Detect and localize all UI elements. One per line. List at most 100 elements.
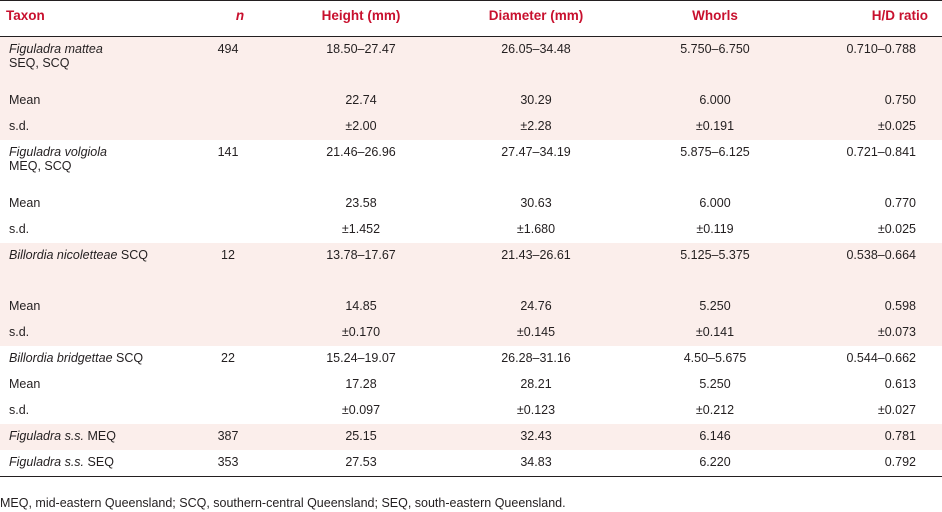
whorls-cell: ±0.212: [695, 402, 735, 417]
hd-cell: 0.710–0.788: [800, 36, 942, 88]
taxon-cell: Billordia nicoletteae SCQ: [0, 242, 200, 294]
taxon-region: MEQ: [87, 428, 116, 443]
hd-cell: 0.750: [800, 87, 942, 114]
taxon-region: SEQ: [87, 454, 114, 469]
whorls-cell: 5.750–6.750: [630, 36, 800, 88]
measurements-table: Taxon n Height (mm) Diameter (mm) Whorls…: [0, 0, 942, 477]
hd-cell: 0.598: [800, 293, 942, 320]
taxon-cell: Figuladra s.s. SEQ: [0, 449, 200, 477]
hd-cell: 0.544–0.662: [846, 350, 916, 365]
n-cell: [200, 87, 280, 114]
height-cell: ±0.097: [341, 402, 381, 417]
diameter-cell: 26.05–34.48: [442, 36, 630, 88]
taxon-name: Billordia nicoletteae: [9, 247, 118, 262]
height-cell: 13.78–17.67: [280, 242, 442, 294]
table-row: Mean 22.74 30.29 6.000 0.750: [0, 87, 942, 114]
table-row: Mean 14.85 24.76 5.250 0.598: [0, 293, 942, 320]
taxon-cell: Billordia bridgettae SCQ: [0, 346, 200, 372]
whorls-cell: 5.125–5.375: [630, 242, 800, 294]
stat-label: Mean: [0, 87, 200, 114]
hd-cell: 0.792: [800, 449, 942, 477]
table-row: Billordia bridgettae SCQ 22 15.24–19.07 …: [0, 346, 942, 372]
n-cell: [200, 217, 280, 243]
diameter-cell: 30.29: [442, 87, 630, 114]
height-cell: 17.28: [345, 376, 377, 391]
diameter-cell: 34.83: [442, 449, 630, 477]
n-cell: [200, 293, 280, 320]
table-row: Figuladra mattea SEQ, SCQ 494 18.50–27.47…: [0, 36, 942, 88]
height-cell: 15.24–19.07: [326, 350, 396, 365]
table-row: s.d. ±1.452 ±1.680 ±0.119 ±0.025: [0, 217, 942, 243]
n-cell: 387: [200, 423, 280, 450]
taxon-region: SEQ, SCQ: [9, 56, 70, 70]
header-height: Height (mm): [280, 0, 442, 37]
whorls-cell: ±0.191: [630, 113, 800, 140]
height-cell: 27.53: [280, 449, 442, 477]
taxon-name: Figuladra s.s.: [9, 428, 85, 443]
table-row: s.d. ±2.00 ±2.28 ±0.191 ±0.025: [0, 113, 942, 140]
stat-label: s.d.: [0, 319, 200, 346]
n-cell: 12: [200, 242, 280, 294]
diameter-cell: 28.21: [520, 376, 552, 391]
header-taxon: Taxon: [0, 0, 200, 37]
height-cell: 25.15: [280, 423, 442, 450]
n-cell: [200, 319, 280, 346]
taxon-cell: Figuladra mattea SEQ, SCQ: [0, 36, 200, 88]
table-row: Figuladra s.s. MEQ 387 25.15 32.43 6.146…: [0, 423, 942, 450]
whorls-cell: ±0.141: [630, 319, 800, 346]
hd-cell: ±0.025: [877, 221, 916, 236]
diameter-cell: 24.76: [442, 293, 630, 320]
height-cell: ±1.452: [341, 221, 381, 236]
whorls-cell: 6.000: [630, 87, 800, 114]
diameter-cell: 21.43–26.61: [442, 242, 630, 294]
height-cell: 21.46–26.96: [326, 144, 396, 159]
diameter-cell: ±0.123: [516, 402, 556, 417]
taxon-name: Figuladra volgiola: [9, 144, 107, 159]
height-cell: 22.74: [280, 87, 442, 114]
n-cell: 22: [221, 350, 235, 365]
table-row: Mean 17.28 28.21 5.250 0.613: [0, 372, 942, 398]
hd-cell: ±0.027: [877, 402, 916, 417]
taxon-cell: Figuladra s.s. MEQ: [0, 423, 200, 450]
table-row: Figuladra s.s. SEQ 353 27.53 34.83 6.220…: [0, 449, 942, 477]
header-diameter: Diameter (mm): [442, 0, 630, 37]
table-row: s.d. ±0.097 ±0.123 ±0.212 ±0.027: [0, 398, 942, 424]
n-cell: [200, 372, 280, 398]
diameter-cell: ±0.145: [442, 319, 630, 346]
stat-label: Mean: [9, 376, 41, 391]
height-cell: 18.50–27.47: [280, 36, 442, 88]
whorls-cell: 6.220: [630, 449, 800, 477]
n-cell: [200, 113, 280, 140]
stat-label: Mean: [0, 293, 200, 320]
taxon-cell: Figuladra volgiola MEQ, SCQ: [0, 140, 200, 191]
hd-cell: 0.613: [884, 376, 916, 391]
taxon-region: MEQ, SCQ: [9, 158, 72, 173]
header-hd-ratio: H/D ratio: [800, 0, 942, 37]
n-cell: 353: [200, 449, 280, 477]
diameter-cell: 26.28–31.16: [501, 350, 571, 365]
whorls-cell: 5.875–6.125: [680, 144, 750, 159]
hd-cell: 0.721–0.841: [846, 144, 916, 159]
whorls-cell: 4.50–5.675: [683, 350, 747, 365]
height-cell: 23.58: [345, 195, 377, 210]
diameter-cell: ±2.28: [442, 113, 630, 140]
hd-cell: ±0.073: [800, 319, 942, 346]
diameter-cell: ±1.680: [516, 221, 556, 236]
taxon-name: Figuladra mattea: [9, 42, 103, 56]
hd-cell: 0.781: [800, 423, 942, 450]
stat-label: s.d.: [9, 402, 30, 417]
n-cell: 494: [200, 36, 280, 88]
taxon-name: Figuladra s.s.: [9, 454, 85, 469]
taxon-region: SCQ: [116, 350, 144, 365]
header-whorls: Whorls: [630, 0, 800, 37]
whorls-cell: 6.000: [699, 195, 731, 210]
whorls-cell: 6.146: [630, 423, 800, 450]
diameter-cell: 27.47–34.19: [501, 144, 571, 159]
height-cell: ±0.170: [280, 319, 442, 346]
n-cell: [200, 398, 280, 424]
table-row: Billordia nicoletteae SCQ 12 13.78–17.67…: [0, 242, 942, 294]
height-cell: 14.85: [280, 293, 442, 320]
height-cell: ±2.00: [280, 113, 442, 140]
whorls-cell: ±0.119: [696, 221, 734, 236]
whorls-cell: 5.250: [699, 376, 731, 391]
